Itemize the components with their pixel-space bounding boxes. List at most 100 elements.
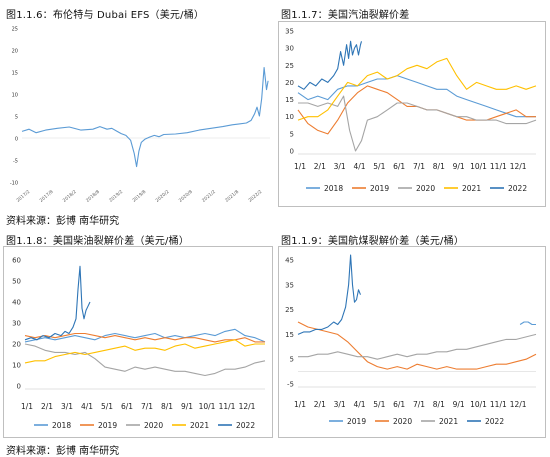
- x-tick-label: 2019/8: [131, 189, 147, 204]
- x-tick-label: 1/1: [294, 400, 306, 409]
- chart-title-p1: 图1.1.6：布伦特与 Dubai EFS（美元/桶）: [6, 10, 205, 21]
- legend-label: 2019: [370, 184, 389, 193]
- y-tick-label: 10: [285, 113, 294, 121]
- y-tick-label: 45: [285, 257, 294, 265]
- source-note-2: 资料来源：彭博 南华研究: [6, 446, 120, 457]
- chart-frame-p4: [278, 246, 546, 438]
- x-tick-label: 7/1: [413, 162, 425, 171]
- x-tick-label: 2018/8: [85, 189, 101, 204]
- x-tick-label: 1/1: [294, 162, 306, 171]
- x-tick-label: 2022/2: [247, 189, 263, 204]
- y-tick-label: 35: [285, 28, 294, 36]
- series-line-2020: [297, 321, 537, 370]
- x-tick-label: 5/1: [101, 402, 113, 411]
- series-line-2021: [297, 57, 537, 121]
- y-tick-label: 50: [12, 278, 21, 286]
- x-tick-label: 10/1: [470, 162, 487, 171]
- y-tick-label: 20: [285, 79, 294, 87]
- x-tick-label: 8/1: [433, 162, 445, 171]
- x-tick-label: 4/1: [353, 162, 365, 171]
- series-line-p1: [21, 67, 269, 168]
- y-tick-label: 15: [12, 71, 18, 77]
- x-tick-label: 8/1: [433, 400, 445, 409]
- chart-title-p2: 图1.1.7：美国汽油裂解价差: [281, 10, 410, 21]
- x-tick-label: 6/1: [393, 400, 405, 409]
- legend-label: 2021: [462, 184, 481, 193]
- legend-label: 2018: [324, 184, 343, 193]
- chart-frame-p3: [3, 246, 273, 438]
- source-note-1: 资料来源：彭博 南华研究: [6, 216, 120, 227]
- x-tick-label: 2/1: [314, 400, 326, 409]
- series-line-2022: [24, 265, 91, 341]
- legend-label: 2020: [416, 184, 435, 193]
- x-tick-label: 11/1: [490, 400, 507, 409]
- x-tick-label: 2020/2: [154, 189, 170, 204]
- x-tick-label: 3/1: [61, 402, 73, 411]
- x-tick-label: 2/1: [41, 402, 53, 411]
- legend-label: 2020: [144, 421, 163, 430]
- x-tick-label: 2021/2: [201, 189, 217, 204]
- x-tick-label: 7/1: [141, 402, 153, 411]
- x-tick-label: 2020/8: [178, 189, 194, 204]
- y-tick-label: 15: [285, 331, 294, 339]
- legend-label: 2018: [52, 421, 71, 430]
- y-tick-label: 30: [285, 45, 294, 53]
- legend-label: 2022: [485, 417, 504, 426]
- x-tick-label: 4/1: [81, 402, 93, 411]
- series-line-2019: [519, 321, 536, 326]
- x-tick-label: 2019/2: [108, 189, 124, 204]
- y-tick-label: 20: [12, 341, 21, 349]
- series-line-2018: [297, 75, 536, 118]
- y-tick-label: 40: [12, 299, 21, 307]
- legend-label: 2019: [98, 421, 117, 430]
- legend-label: 2021: [439, 417, 458, 426]
- x-tick-label: 4/1: [353, 400, 365, 409]
- y-tick-label: 20: [12, 49, 18, 55]
- x-tick-label: 3/1: [334, 400, 346, 409]
- legend-label: 2019: [347, 417, 366, 426]
- y-tick-label: 25: [285, 62, 294, 70]
- y-tick-label: 25: [285, 306, 294, 314]
- y-tick-label: 60: [12, 257, 21, 265]
- y-tick-label: 0: [15, 137, 18, 143]
- x-tick-label: 5/1: [373, 400, 385, 409]
- y-tick-label: -10: [10, 181, 18, 187]
- series-line-2020: [298, 95, 537, 152]
- chart-p4: 45 35 25 15 5 -5 1/1 2/1 3/1 4/1 5/1 6/1 7/1 8/1 9/1 10…: [285, 254, 537, 426]
- x-tick-label: 6/1: [393, 162, 405, 171]
- x-tick-label: 11/1: [219, 402, 236, 411]
- chart-p2: 35 30 25 20 15 10 5 01/1 2/1 3/1 4/1 5/1 6/1 7/1 8/1 9/…: [285, 28, 537, 193]
- y-tick-label: 0: [17, 383, 21, 391]
- chart-title-p3: 图1.1.8：美国柴油裂解价差（美元/桶）: [6, 236, 190, 247]
- x-tick-label: 9/1: [453, 162, 465, 171]
- x-tick-label: 2/1: [314, 162, 326, 171]
- x-tick-label: 10/1: [199, 402, 216, 411]
- x-tick-label: 12/1: [239, 402, 256, 411]
- x-tick-label: 8/1: [161, 402, 173, 411]
- series-line-2022: [297, 40, 363, 90]
- y-tick-label: 35: [285, 281, 294, 289]
- legend-label: 2020: [393, 417, 412, 426]
- y-tick-label: 15: [285, 96, 294, 104]
- series-line-2020: [24, 343, 266, 377]
- x-tick-label: 2017/2: [15, 189, 31, 204]
- chart-title-p4: 图1.1.9：美国航煤裂解价差（美元/桶）: [281, 236, 465, 247]
- y-tick-label: -5: [13, 159, 18, 165]
- series-line-2018: [24, 328, 266, 343]
- y-tick-label: 25: [12, 27, 18, 33]
- x-tick-label: 11/1: [490, 162, 507, 171]
- legend-label: 2022: [508, 184, 527, 193]
- x-tick-label: 3/1: [334, 162, 346, 171]
- legend-label: 2022: [236, 421, 255, 430]
- series-line-2021: [24, 339, 265, 364]
- y-tick-label: 5: [15, 115, 18, 121]
- legend-label: 2021: [190, 421, 209, 430]
- x-tick-label: 2021/8: [224, 189, 240, 204]
- y-tick-label: 5: [290, 130, 294, 138]
- series-line-2021: [298, 333, 537, 360]
- x-tick-label: 10/1: [470, 400, 487, 409]
- x-tick-label: 2017/8: [38, 189, 54, 204]
- y-tick-label: 0: [290, 148, 294, 156]
- series-line-2022: [297, 254, 362, 335]
- chart-p3: 60 50 40 30 20 10 0 1/1 2/1 3/1 4/1 5/1 6/1 7/1 8/1 9/1…: [12, 257, 266, 430]
